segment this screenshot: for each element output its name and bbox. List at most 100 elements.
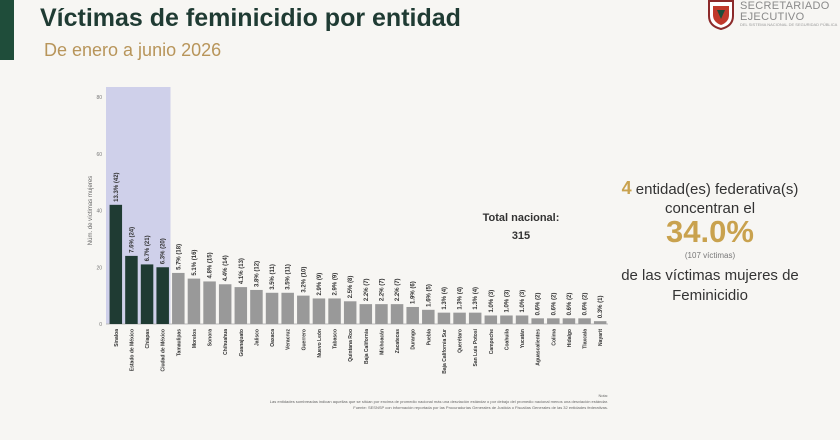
- data-label: 1.0% (3): [520, 290, 526, 313]
- summary-victims-note: (107 víctimas): [684, 251, 736, 260]
- data-label: 0.6% (2): [583, 293, 589, 316]
- x-tick-label: San Luis Potosí: [473, 328, 479, 366]
- data-label: 5.7% (18): [176, 244, 182, 270]
- data-label: 2.9% (9): [317, 273, 323, 296]
- bar: [265, 292, 279, 324]
- bar: [406, 306, 419, 324]
- x-tick-label: Sinaloa: [114, 329, 120, 347]
- summary-line1: 4 entidad(es) federativa(s): [600, 178, 820, 199]
- data-label: 13.3% (42): [114, 172, 120, 201]
- data-label: 7.6% (24): [129, 227, 135, 253]
- data-label: 1.0% (3): [489, 290, 495, 313]
- bar: [437, 312, 451, 324]
- bar: [250, 289, 263, 324]
- bar: [343, 301, 357, 324]
- bar: [312, 298, 326, 324]
- x-tick-label: Guerrero: [301, 329, 307, 350]
- x-tick-label: Aguascalientes: [536, 329, 542, 366]
- bar: [187, 278, 201, 324]
- x-tick-label: Chiapas: [145, 329, 151, 349]
- data-label: 1.0% (3): [504, 290, 510, 313]
- data-label: 3.2% (10): [301, 267, 307, 293]
- data-label: 3.5% (11): [286, 264, 292, 290]
- y-tick-label: 60: [96, 152, 102, 158]
- bar: [422, 309, 435, 324]
- data-label: 2.2% (7): [395, 278, 401, 301]
- bar: [468, 312, 482, 324]
- bar: [172, 272, 185, 324]
- x-tick-label: Yucatán: [520, 329, 526, 348]
- data-label: 2.2% (7): [379, 278, 385, 301]
- bar: [125, 255, 138, 324]
- y-tick-label: 80: [96, 95, 102, 101]
- bar: [390, 304, 404, 324]
- data-label: 1.3% (4): [473, 287, 479, 310]
- summary-count: 4: [621, 178, 632, 198]
- logo-text-line1: SECRETARIADO: [740, 0, 830, 12]
- x-tick-label: Tlaxcala: [583, 329, 589, 349]
- logo: SECRETARIADO EJECUTIVO DEL SISTEMA NACIO…: [708, 0, 838, 34]
- x-tick-label: Colima: [551, 329, 557, 346]
- summary-line2: concentran el: [664, 200, 756, 217]
- summary-percent: 34.0%: [666, 214, 754, 249]
- footer-source: Fuente: SESNSP con información reportada…: [353, 405, 608, 410]
- bar: [140, 264, 154, 324]
- bar: [453, 312, 466, 324]
- x-tick-label: Puebla: [426, 329, 432, 346]
- data-label: 4.1% (13): [239, 258, 245, 284]
- bar: [515, 315, 529, 324]
- bar: [297, 295, 310, 324]
- x-tick-label: Querétaro: [458, 329, 464, 353]
- page-subtitle: De enero a junio 2026: [44, 40, 222, 60]
- y-axis-label: Núm. de víctimas mujeres: [88, 176, 94, 245]
- bar: [562, 318, 576, 324]
- data-label: 0.6% (2): [536, 293, 542, 316]
- data-label: 1.3% (4): [442, 287, 448, 310]
- x-tick-label: Baja California: [364, 329, 370, 364]
- x-tick-label: Michoacán: [379, 329, 385, 355]
- bar: [593, 321, 607, 324]
- x-tick-label: Quintana Roo: [348, 329, 354, 362]
- page-title: Víctimas de feminicidio por entidad: [40, 4, 461, 32]
- x-tick-label: Campeche: [489, 329, 495, 355]
- data-label: 2.5% (8): [348, 276, 354, 299]
- y-tick-label: 20: [96, 265, 102, 271]
- bar: [156, 267, 169, 324]
- data-label: 6.3% (20): [161, 238, 167, 264]
- x-tick-label: Veracruz: [286, 329, 292, 350]
- data-label: 2.9% (9): [333, 273, 339, 296]
- data-label: 1.9% (6): [411, 281, 417, 304]
- bar: [531, 318, 544, 324]
- accent-bar: [0, 0, 14, 60]
- bar: [578, 318, 591, 324]
- x-tick-label: Jalisco: [254, 329, 260, 346]
- x-tick-label: Sonora: [208, 329, 214, 346]
- total-label: Total nacional:: [482, 212, 560, 224]
- footer-note-label: Nota:: [598, 393, 608, 398]
- data-label: 6.7% (21): [145, 235, 151, 261]
- data-label: 2.2% (7): [364, 278, 370, 301]
- x-tick-label: Tabasco: [333, 329, 339, 349]
- y-tick-label: 40: [96, 209, 102, 215]
- x-tick-label: Tamaulipas: [176, 329, 182, 356]
- data-label: 1.6% (5): [426, 284, 432, 307]
- bar: [375, 304, 388, 324]
- bar: [218, 284, 232, 324]
- bar: [359, 304, 373, 324]
- summary-line4: de las víctimas mujeres de: [621, 267, 799, 284]
- bar: [500, 315, 513, 324]
- summary-line1-text: entidad(es) federativa(s): [635, 181, 799, 198]
- x-tick-label: Nuevo León: [317, 329, 323, 358]
- bar: [484, 315, 498, 324]
- data-label: 0.3% (1): [598, 295, 604, 318]
- x-tick-label: Hidalgo: [567, 329, 573, 347]
- x-tick-label: Estado de México: [129, 329, 135, 371]
- data-label: 3.8% (12): [254, 261, 260, 287]
- bar: [328, 298, 341, 324]
- bar: [203, 281, 216, 324]
- logo-text-line3: DEL SISTEMA NACIONAL DE SEGURIDAD PÚBLIC…: [740, 22, 838, 27]
- y-tick-label: 0: [99, 322, 102, 328]
- data-label: 0.6% (2): [567, 293, 573, 316]
- shield-icon: [708, 0, 734, 30]
